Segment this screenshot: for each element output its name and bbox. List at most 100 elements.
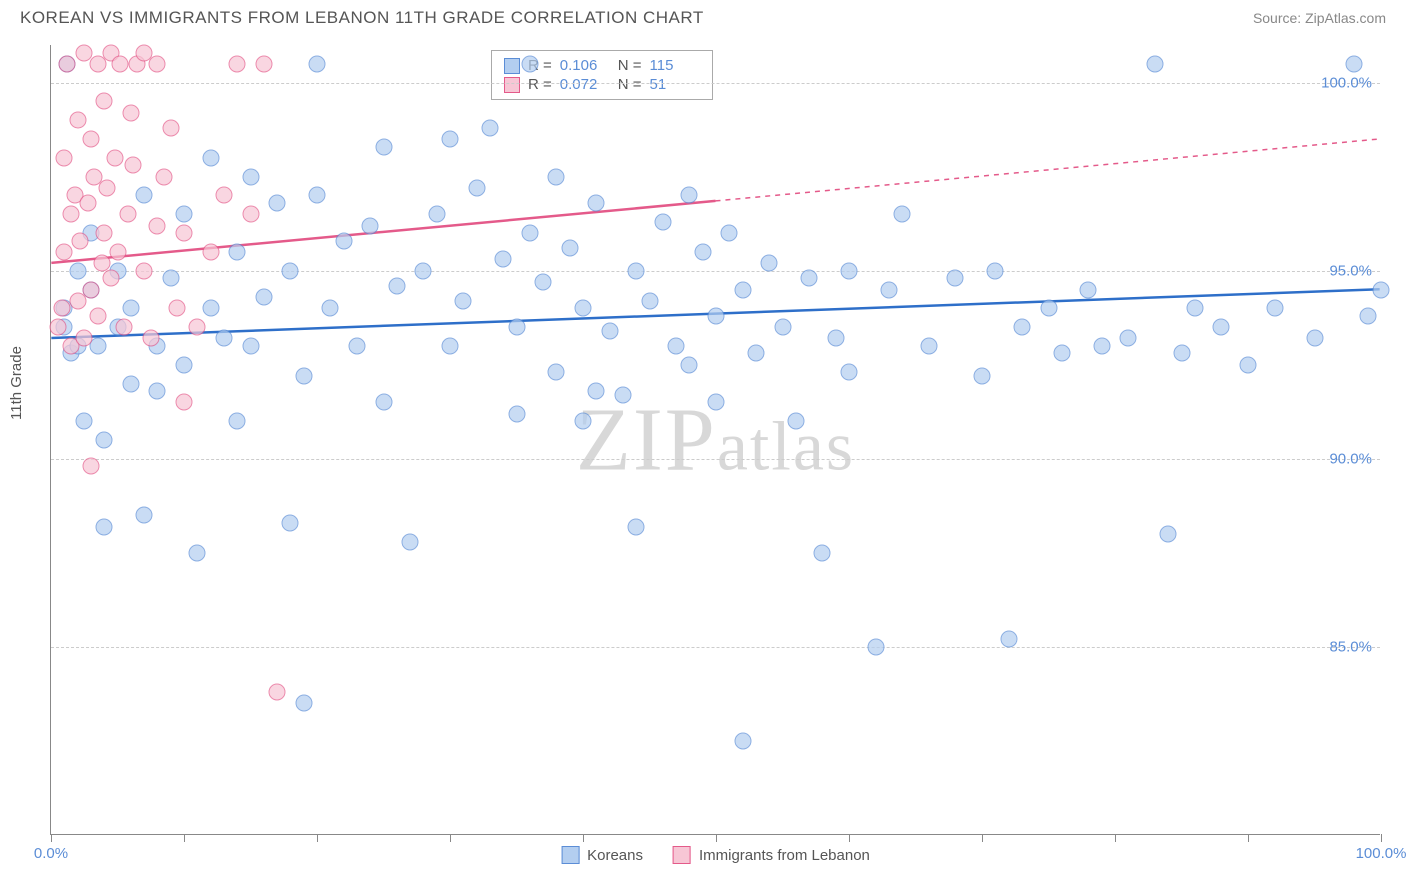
data-point (162, 270, 179, 287)
xtick (583, 834, 584, 842)
data-point (96, 93, 113, 110)
data-point (468, 179, 485, 196)
data-point (1306, 330, 1323, 347)
data-point (142, 330, 159, 347)
data-point (98, 179, 115, 196)
trend-lines (51, 45, 1380, 834)
data-point (255, 289, 272, 306)
data-point (136, 187, 153, 204)
xtick-label: 0.0% (34, 845, 68, 862)
data-point (734, 281, 751, 298)
data-point (242, 168, 259, 185)
data-point (880, 281, 897, 298)
data-point (1373, 281, 1390, 298)
data-point (774, 319, 791, 336)
ytick-label: 90.0% (1329, 450, 1372, 467)
data-point (1266, 300, 1283, 317)
data-point (575, 413, 592, 430)
data-point (120, 206, 137, 223)
data-point (56, 243, 73, 260)
data-point (242, 337, 259, 354)
data-point (415, 262, 432, 279)
data-point (82, 131, 99, 148)
xtick (1115, 834, 1116, 842)
ytick-label: 85.0% (1329, 638, 1372, 655)
data-point (668, 337, 685, 354)
data-point (189, 544, 206, 561)
data-point (375, 138, 392, 155)
data-point (1000, 631, 1017, 648)
xtick (317, 834, 318, 842)
data-point (282, 262, 299, 279)
data-point (495, 251, 512, 268)
data-point (1093, 337, 1110, 354)
stats-n-value: 51 (650, 76, 700, 93)
data-point (72, 232, 89, 249)
data-point (1146, 55, 1163, 72)
data-point (920, 337, 937, 354)
data-point (1186, 300, 1203, 317)
data-point (402, 533, 419, 550)
data-point (575, 300, 592, 317)
data-point (442, 337, 459, 354)
data-point (521, 225, 538, 242)
gridline (51, 459, 1380, 460)
data-point (176, 356, 193, 373)
xtick (716, 834, 717, 842)
data-point (295, 368, 312, 385)
gridline (51, 647, 1380, 648)
xtick-label: 100.0% (1356, 845, 1406, 862)
data-point (362, 217, 379, 234)
data-point (202, 243, 219, 260)
legend: Koreans Immigrants from Lebanon (561, 846, 870, 864)
legend-item: Koreans (561, 846, 643, 864)
data-point (841, 262, 858, 279)
xtick (450, 834, 451, 842)
data-point (96, 225, 113, 242)
series-swatch (504, 77, 520, 93)
data-point (149, 383, 166, 400)
data-point (76, 330, 93, 347)
data-point (53, 300, 70, 317)
data-point (215, 330, 232, 347)
data-point (681, 356, 698, 373)
data-point (56, 149, 73, 166)
data-point (1013, 319, 1030, 336)
legend-swatch (673, 846, 691, 864)
data-point (388, 277, 405, 294)
data-point (242, 206, 259, 223)
data-point (535, 274, 552, 291)
data-point (548, 168, 565, 185)
data-point (49, 319, 66, 336)
data-point (76, 413, 93, 430)
data-point (1346, 55, 1363, 72)
ytick-label: 95.0% (1329, 262, 1372, 279)
chart-title: KOREAN VS IMMIGRANTS FROM LEBANON 11TH G… (20, 8, 704, 28)
xtick (1381, 834, 1382, 842)
series-swatch (504, 58, 520, 74)
data-point (229, 413, 246, 430)
xtick (1248, 834, 1249, 842)
data-point (116, 319, 133, 336)
data-point (1213, 319, 1230, 336)
legend-label: Koreans (587, 847, 643, 864)
data-point (102, 270, 119, 287)
data-point (348, 337, 365, 354)
data-point (282, 514, 299, 531)
gridline (51, 83, 1380, 84)
ytick-label: 100.0% (1321, 74, 1372, 91)
data-point (761, 255, 778, 272)
data-point (295, 695, 312, 712)
data-point (588, 383, 605, 400)
data-point (481, 119, 498, 136)
stats-r-value: 0.072 (560, 76, 610, 93)
data-point (694, 243, 711, 260)
data-point (80, 195, 97, 212)
data-point (1359, 307, 1376, 324)
data-point (169, 300, 186, 317)
data-point (109, 243, 126, 260)
chart-area: ZIPatlas R = 0.106 N = 115 R = 0.072 N =… (50, 45, 1380, 835)
data-point (721, 225, 738, 242)
xtick (184, 834, 185, 842)
data-point (455, 292, 472, 309)
